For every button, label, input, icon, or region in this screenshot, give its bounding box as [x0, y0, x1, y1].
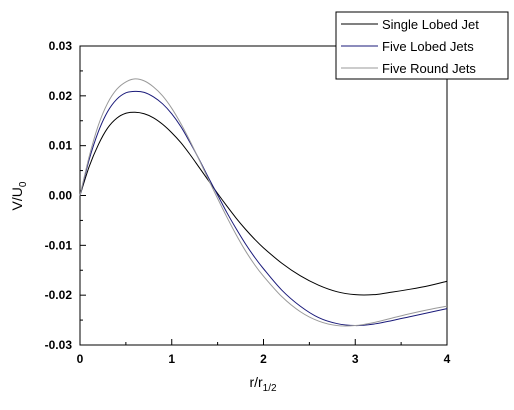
- x-tick-label: 0: [77, 352, 84, 366]
- x-tick-label: 3: [352, 352, 359, 366]
- x-axis-title-subscript: 1/2: [263, 383, 277, 394]
- y-axis-title: V/U0: [9, 181, 29, 210]
- y-axis-title-subscript: 0: [18, 181, 29, 187]
- x-axis-title-main: r/r: [249, 374, 263, 390]
- legend: Single Lobed Jet Five Lobed Jets Five Roun…: [335, 11, 509, 80]
- y-axis-title-main: V/U: [9, 187, 25, 210]
- x-axis-ticks: 0 1 2 3 4: [77, 339, 451, 366]
- series-lines: [79, 78, 448, 327]
- series-line-2: [79, 90, 448, 327]
- series-line-3: [79, 78, 448, 327]
- x-tick-label: 4: [444, 352, 451, 366]
- x-tick-label: 2: [260, 352, 267, 366]
- y-tick-label: 0.02: [49, 89, 73, 103]
- y-tick-label: -0.02: [45, 288, 73, 302]
- legend-label: Five Lobed Jets: [382, 39, 474, 54]
- y-tick-label: -0.03: [45, 338, 73, 352]
- series-line-1: [79, 111, 448, 296]
- y-tick-label: -0.01: [45, 238, 73, 252]
- legend-label: Five Round Jets: [382, 61, 476, 76]
- y-tick-label: 0.00: [49, 189, 73, 203]
- x-axis-title: r/r1/2: [249, 374, 277, 394]
- y-tick-label: 0.01: [49, 139, 73, 153]
- y-axis-ticks: 0.03 0.02 0.01 0.00 -0.01 -0.02 -0.03: [45, 39, 86, 352]
- x-tick-label: 1: [168, 352, 175, 366]
- y-tick-label: 0.03: [49, 39, 73, 53]
- legend-label: Single Lobed Jet: [382, 17, 479, 32]
